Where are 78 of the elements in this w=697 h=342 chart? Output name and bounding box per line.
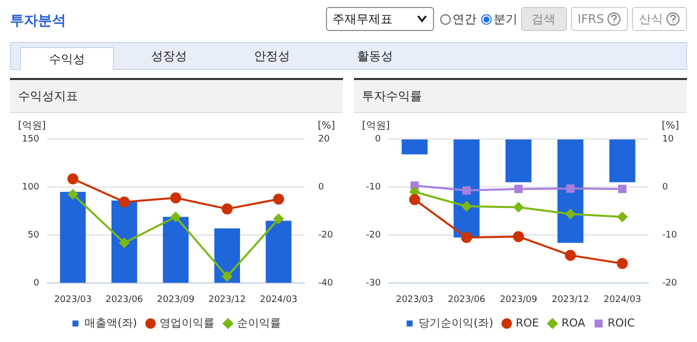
x-tick-label: 2023/09: [500, 294, 538, 305]
y-axis-title: [억원]: [362, 120, 390, 132]
text: 분기: [494, 10, 518, 28]
legend-label: ROA: [561, 316, 586, 330]
bar: [60, 192, 86, 283]
point: [409, 194, 420, 206]
y2-tick-label: -40: [318, 278, 334, 289]
y2-tick-label: -10: [662, 230, 678, 240]
legend-label: 영업이익률: [160, 316, 215, 330]
point: [170, 192, 182, 204]
bar: [162, 216, 189, 283]
y2-tick-label: 10: [662, 134, 674, 144]
point: [462, 186, 471, 195]
point: [273, 194, 284, 205]
legend-label: 당기순이익(좌): [418, 316, 494, 330]
point: [118, 196, 130, 208]
x-tick-label: 2023/03: [54, 294, 92, 305]
point: [514, 184, 523, 194]
bar: [214, 228, 240, 283]
y-tick-label: 150: [22, 134, 40, 144]
y-tick-label: 0: [374, 134, 381, 144]
point: [461, 232, 472, 244]
point: [565, 208, 576, 219]
point: [564, 250, 576, 261]
point: [566, 184, 575, 193]
chart-title: 투자수익률: [354, 80, 687, 113]
bar: [266, 220, 292, 283]
point: [616, 258, 628, 269]
text: 연간: [452, 10, 477, 28]
x-tick-label: 2023/12: [208, 294, 246, 305]
legend-label: 순이익률: [237, 316, 282, 330]
y2-tick-label: 0: [318, 182, 324, 192]
chart-title: 수익성지표: [10, 80, 343, 113]
y2-tick-label: -20: [318, 230, 334, 240]
point: [68, 189, 78, 200]
point: [222, 203, 233, 214]
y2-tick-label: 20: [318, 134, 330, 144]
x-tick-label: 2023/03: [396, 294, 434, 305]
point: [462, 201, 472, 212]
point: [67, 173, 78, 184]
x-tick-label: 2023/06: [106, 294, 144, 305]
y-tick-label: -30: [366, 278, 381, 289]
text: 투자분석: [10, 12, 66, 30]
legend-label: 매출액(좌): [84, 316, 138, 330]
point: [618, 184, 627, 194]
point: [119, 238, 130, 248]
y2-tick-label: -20: [662, 278, 678, 289]
text: IFRS: [570, 7, 628, 31]
point: [513, 231, 524, 242]
x-tick-label: 2024/03: [604, 294, 642, 305]
legend-label: ROE: [516, 316, 540, 330]
text: 성장성: [150, 48, 188, 65]
text: 활동성: [356, 48, 394, 65]
point: [222, 271, 232, 282]
y2-axis-title: [%]: [662, 120, 680, 132]
text: 주재무제표: [332, 10, 393, 28]
y-tick-label: 50: [28, 230, 40, 240]
y2-tick-label: 0: [662, 182, 668, 192]
bar: [111, 200, 138, 283]
y-tick-label: -10: [366, 182, 381, 192]
text: 안정성: [253, 48, 291, 65]
y-tick-label: 0: [33, 278, 40, 289]
text: 검색: [520, 7, 567, 31]
x-tick-label: 2023/09: [157, 294, 195, 305]
y-axis-title: [억원]: [18, 120, 46, 132]
point: [274, 214, 284, 224]
point: [514, 202, 524, 212]
y2-axis-title: [%]: [318, 120, 336, 132]
x-tick-label: 2024/03: [260, 294, 298, 305]
x-tick-label: 2023/06: [448, 294, 486, 305]
point: [170, 212, 181, 222]
text: 수익성: [20, 47, 114, 70]
y-tick-label: 100: [22, 182, 40, 192]
legend-label: ROIC: [608, 316, 636, 330]
text: 산식: [632, 7, 687, 31]
y-tick-label: -20: [366, 230, 381, 240]
x-tick-label: 2023/12: [552, 294, 590, 305]
point: [617, 212, 628, 222]
